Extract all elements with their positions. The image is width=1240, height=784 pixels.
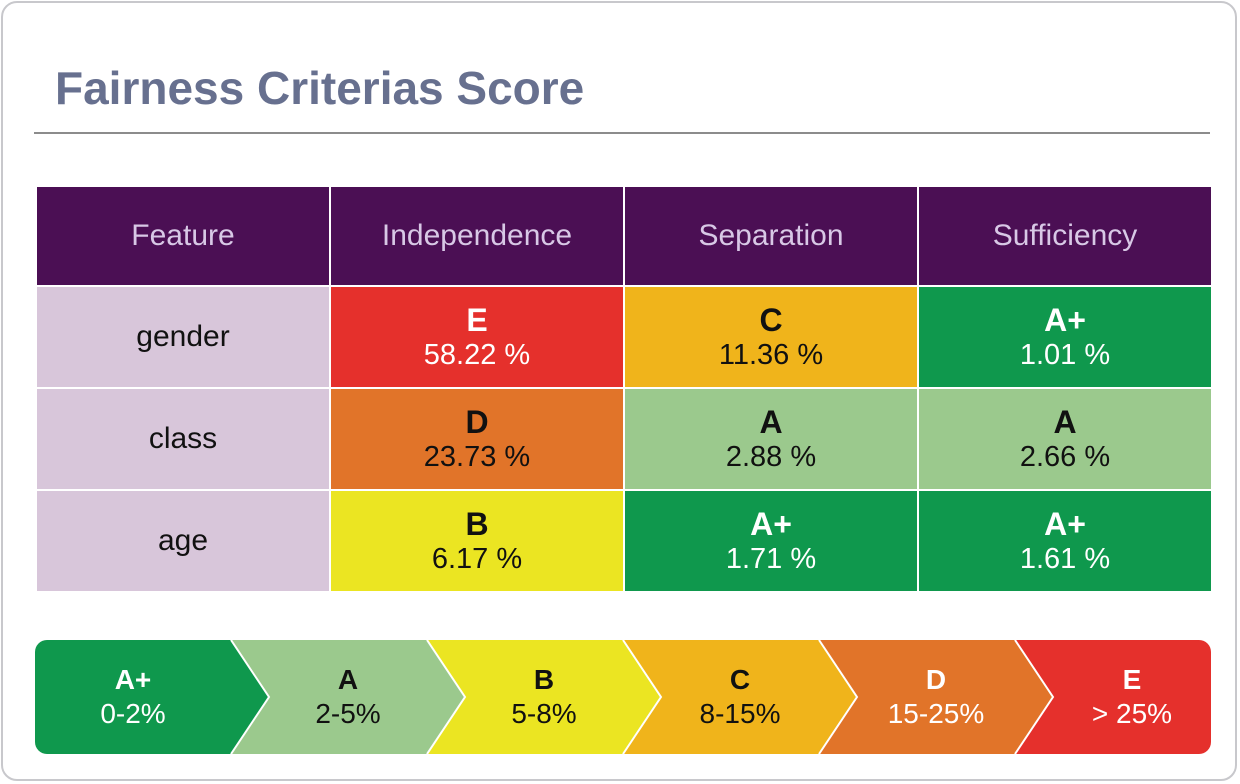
grade-legend: A+ 0-2% A 2-5% B 5-8% C 8-15% D 15-25% E… — [35, 640, 1211, 754]
score-value: 2.66 % — [1019, 441, 1111, 473]
legend-range: 8-15% — [699, 698, 781, 729]
score-cell: C 11.36 % — [623, 285, 919, 389]
legend-range: > 25% — [1091, 698, 1173, 729]
grade-label: B — [465, 506, 489, 542]
grade-label: A — [1053, 404, 1077, 440]
score-cell: E 58.22 % — [329, 285, 625, 389]
header-feature: Feature — [35, 185, 331, 287]
legend-item-b: B 5-8% — [444, 640, 644, 754]
grade-label: E — [466, 302, 488, 338]
score-value: 1.01 % — [1019, 339, 1111, 371]
legend-separator — [426, 640, 467, 754]
feature-cell-gender: gender — [35, 285, 331, 389]
table-row: class D 23.73 % A 2.88 % A 2.66 % — [35, 387, 1213, 491]
legend-separator — [818, 640, 859, 754]
legend-segment — [231, 640, 465, 754]
grade-label: A+ — [1044, 506, 1086, 542]
legend-grade: A — [337, 664, 359, 695]
legend-separator — [230, 640, 271, 754]
header-independence: Independence — [329, 185, 625, 287]
score-cell: A+ 1.71 % — [623, 489, 919, 593]
legend-range: 2-5% — [315, 698, 381, 729]
score-value: 6.17 % — [431, 543, 523, 575]
grade-label: A — [759, 404, 783, 440]
feature-cell-class: class — [35, 387, 331, 491]
legend-segment — [1015, 640, 1211, 754]
legend-item-c: C 8-15% — [640, 640, 840, 754]
legend-segment — [35, 640, 269, 754]
legend-grade: A+ — [114, 664, 152, 695]
score-cell: A+ 1.61 % — [917, 489, 1213, 593]
header-separation: Separation — [623, 185, 919, 287]
legend-chevrons — [35, 640, 1211, 754]
grade-label: A+ — [750, 506, 792, 542]
legend-range: 5-8% — [511, 698, 577, 729]
legend-segment — [819, 640, 1053, 754]
legend-item-e: E > 25% — [1032, 640, 1211, 754]
legend-grade: B — [533, 664, 555, 695]
legend-grade: C — [729, 664, 751, 695]
legend-segment — [427, 640, 661, 754]
legend-item-a: A 2-5% — [248, 640, 448, 754]
legend-separator — [622, 640, 663, 754]
score-cell: A+ 1.01 % — [917, 285, 1213, 389]
table-header-row: Feature Independence Separation Sufficie… — [35, 185, 1213, 287]
legend-grade: E — [1122, 664, 1142, 695]
feature-cell-age: age — [35, 489, 331, 593]
score-value: 23.73 % — [423, 441, 531, 473]
score-value: 2.88 % — [725, 441, 817, 473]
score-value: 1.61 % — [1019, 543, 1111, 575]
page-title: Fairness Criterias Score — [55, 62, 585, 114]
grade-label: D — [465, 404, 489, 440]
score-value: 11.36 % — [718, 339, 824, 371]
title-divider — [34, 132, 1210, 134]
score-cell: A 2.66 % — [917, 387, 1213, 491]
legend-item-d: D 15-25% — [836, 640, 1036, 754]
grade-label: A+ — [1044, 302, 1086, 338]
score-cell: A 2.88 % — [623, 387, 919, 491]
legend-grade: D — [925, 664, 947, 695]
grade-label: C — [759, 302, 783, 338]
score-value: 1.71 % — [725, 543, 817, 575]
table-row: age B 6.17 % A+ 1.71 % A+ 1.61 % — [35, 489, 1213, 593]
score-cell: B 6.17 % — [329, 489, 625, 593]
legend-range: 15-25% — [887, 698, 985, 729]
fairness-score-table: Feature Independence Separation Sufficie… — [35, 185, 1213, 593]
legend-range: 0-2% — [100, 698, 166, 729]
header-sufficiency: Sufficiency — [917, 185, 1213, 287]
score-cell: D 23.73 % — [329, 387, 625, 491]
score-value: 58.22 % — [423, 339, 531, 371]
table-row: gender E 58.22 % C 11.36 % A+ 1.01 % — [35, 285, 1213, 389]
legend-separator — [1014, 640, 1055, 754]
legend-segment — [623, 640, 857, 754]
legend-item-a-plus: A+ 0-2% — [35, 640, 233, 754]
